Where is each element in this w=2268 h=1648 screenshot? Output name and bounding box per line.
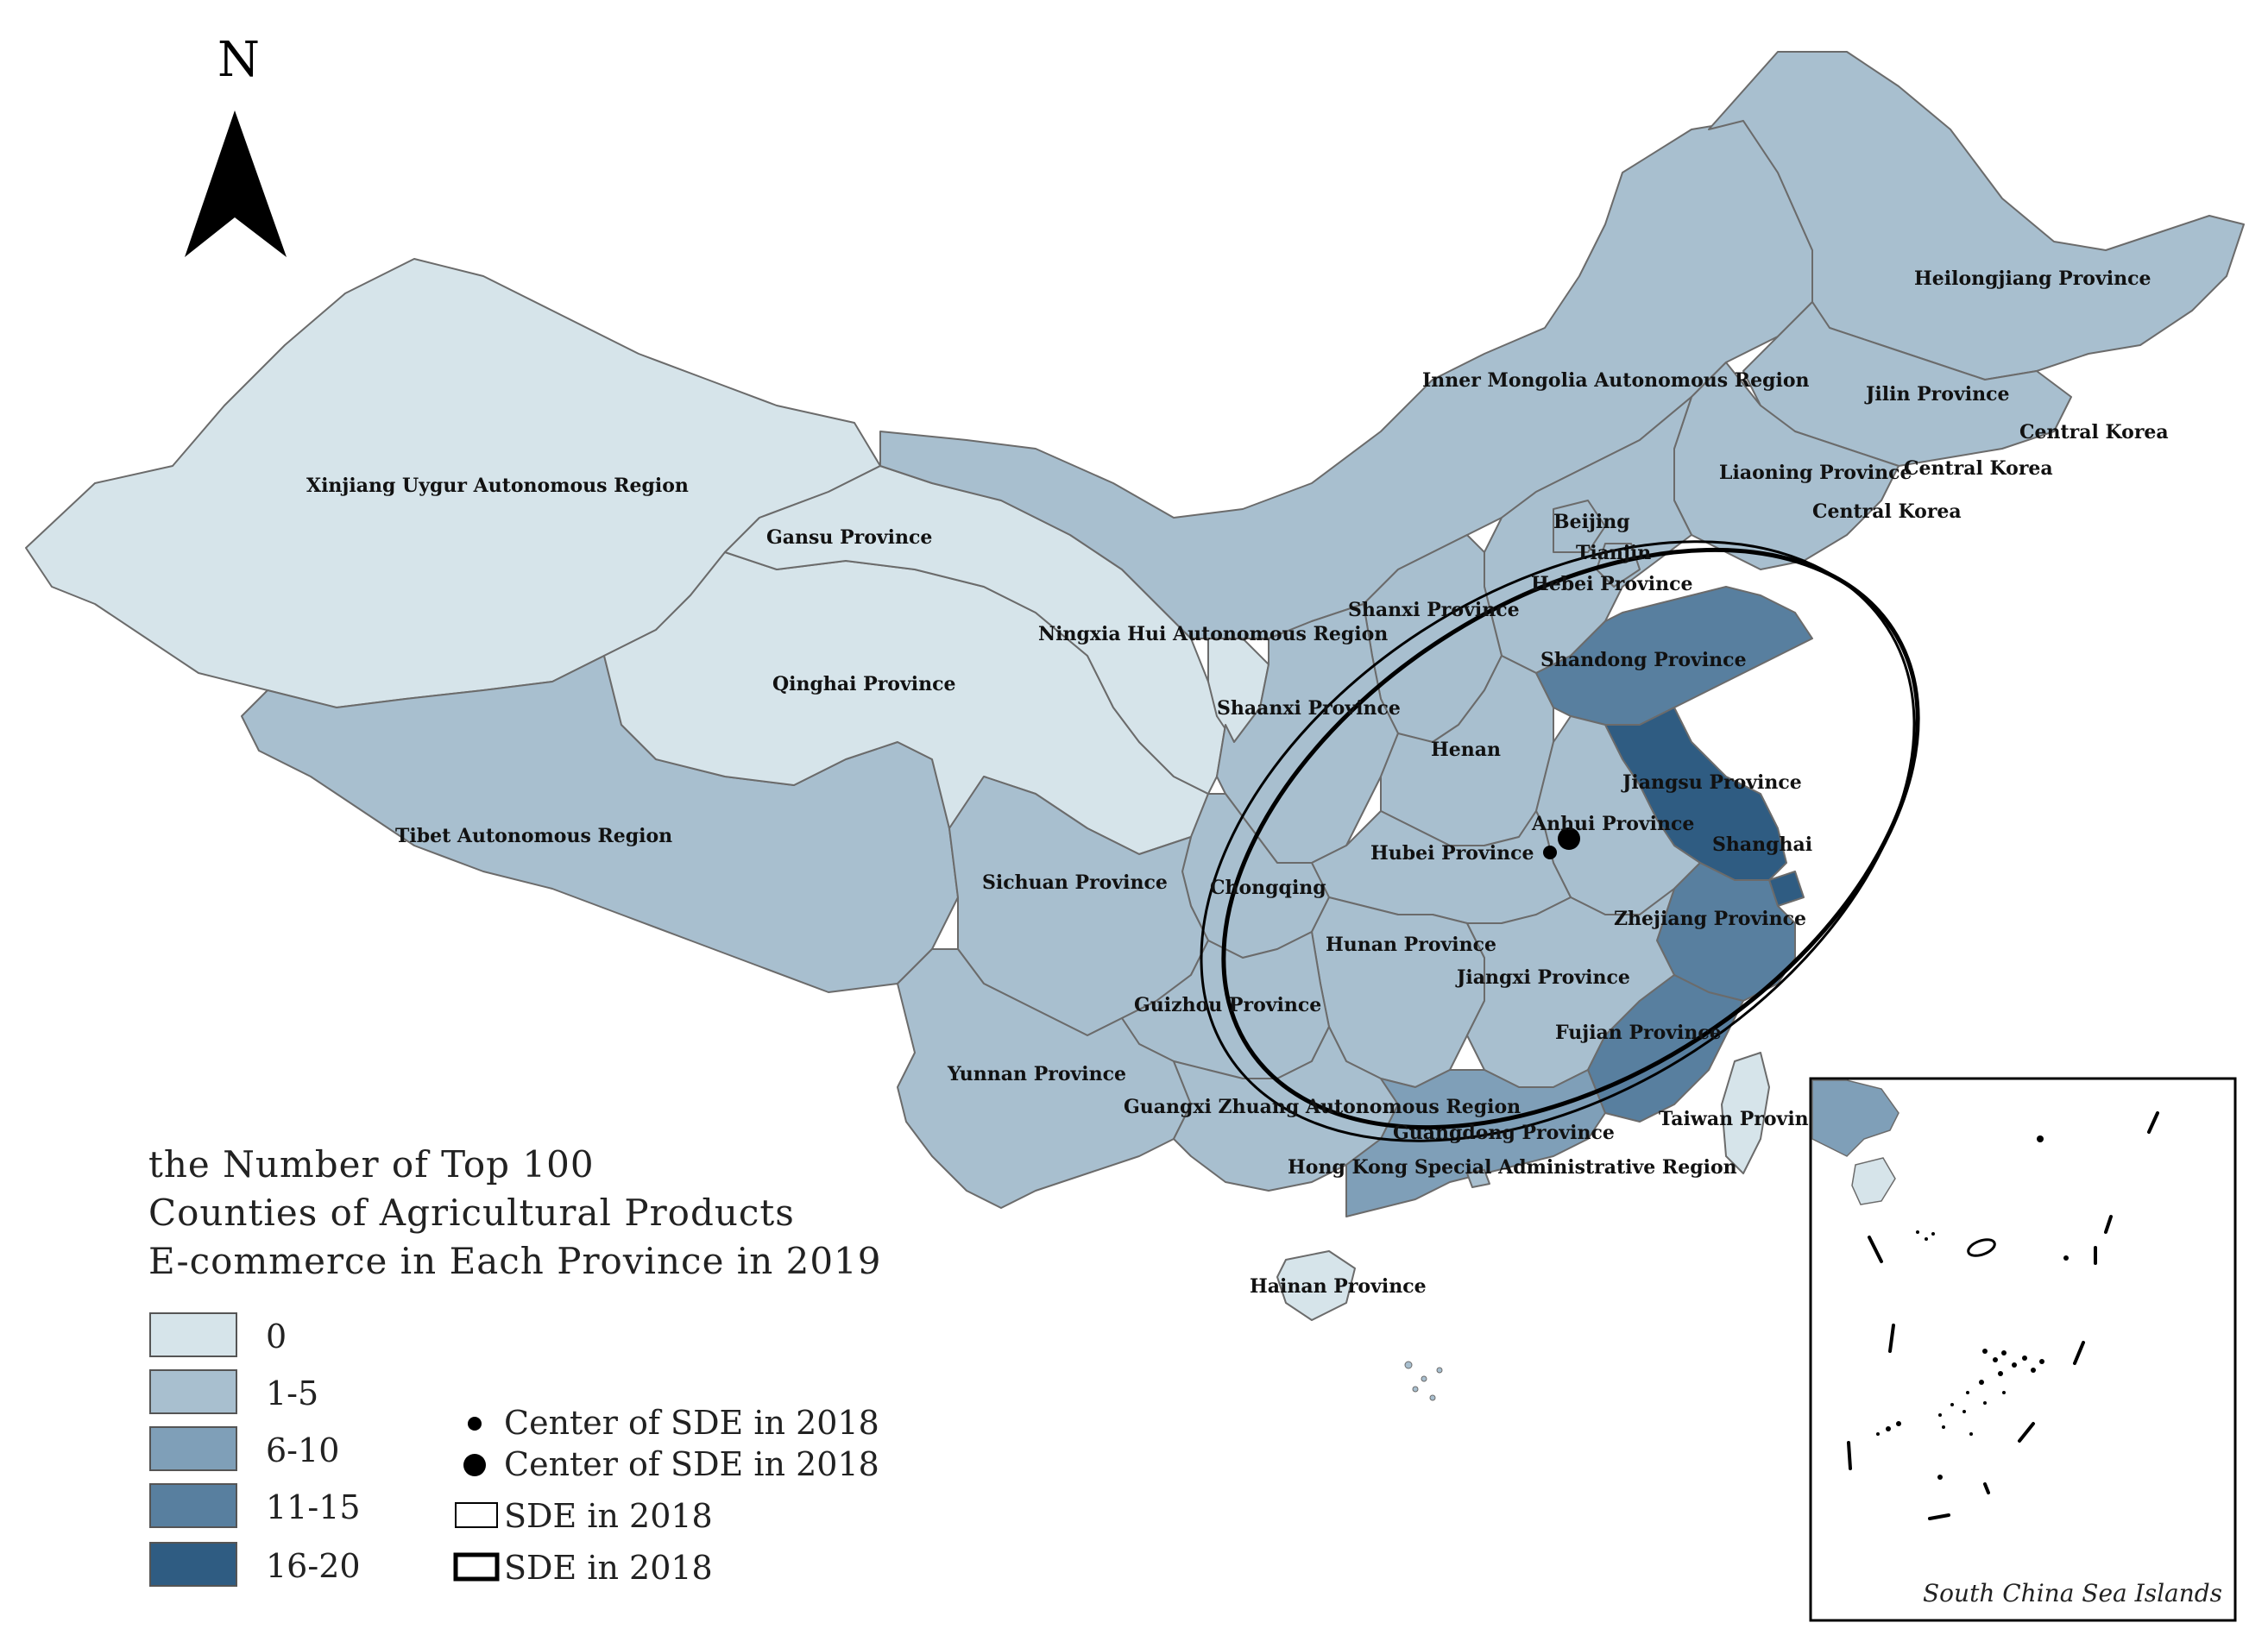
label-guangxi: Guangxi Zhuang Autonomous Region (1124, 1096, 1521, 1118)
label-inner-mongolia: Inner Mongolia Autonomous Region (1422, 369, 1810, 392)
sde-ellipse-thin (1200, 540, 1916, 1142)
province-hong-kong (1466, 1169, 1490, 1188)
label-hainan: Hainan Province (1250, 1275, 1427, 1298)
province-labels: Xinjiang Uygur Autonomous Region Gansu P… (306, 267, 2169, 1298)
province-fujian (1587, 974, 1744, 1123)
province-tianjin (1596, 543, 1641, 588)
province-hainan (1276, 1250, 1356, 1321)
label-liaoning: Liaoning Province (1719, 462, 1912, 484)
province-taiwan (1721, 1052, 1770, 1174)
south-china-sea-inset: South China Sea Islands (1809, 1077, 2237, 1622)
inset-coast (1811, 1079, 1899, 1157)
legend-class-label-1: 1-5 (266, 1374, 318, 1412)
label-ningxia: Ningxia Hui Autonomous Region (1038, 623, 1388, 645)
sde-center-large-dot (1558, 827, 1580, 850)
legend-symbol-label-2: SDE in 2018 (504, 1497, 713, 1535)
label-shanxi: Shanxi Province (1348, 599, 1520, 621)
label-jiangsu: Jiangsu Province (1621, 771, 1802, 794)
provinces-layer (25, 51, 2245, 1321)
label-fujian: Fujian Province (1555, 1022, 1722, 1044)
legend-thick-ellipse-icon (453, 1552, 500, 1582)
label-jilin: Jilin Province (1864, 383, 2009, 406)
legend-symbol-label-0: Center of SDE in 2018 (504, 1404, 879, 1442)
legend-small-dot-icon (468, 1417, 482, 1431)
label-zhejiang: Zhejiang Province (1614, 908, 1806, 930)
label-shandong: Shandong Province (1540, 649, 1747, 671)
legend-title-line-2: Counties of Agricultural Products (148, 1192, 795, 1234)
legend-swatch-3 (149, 1483, 237, 1528)
label-gansu: Gansu Province (766, 526, 932, 549)
legend-class-label-0: 0 (266, 1318, 287, 1356)
label-hong-kong: Hong Kong Special Administrative Region (1288, 1156, 1737, 1179)
label-anhui: Anhui Province (1531, 813, 1694, 835)
label-korea-2: Central Korea (1904, 457, 2053, 480)
label-shaanxi: Shaanxi Province (1217, 697, 1401, 720)
legend-class-label-2: 6-10 (266, 1431, 339, 1469)
label-korea-1: Central Korea (2019, 421, 2169, 443)
inset-island-ring (1967, 1238, 1996, 1257)
legend-title-line-3: E-commerce in Each Province in 2019 (148, 1240, 882, 1282)
inset-label: South China Sea Islands (1923, 1579, 2222, 1607)
sde-ellipses (1200, 540, 1920, 1142)
legend-class-label-4: 16-20 (266, 1547, 361, 1585)
label-heilongjiang: Heilongjiang Province (1914, 267, 2151, 290)
label-hubei: Hubei Province (1370, 842, 1534, 865)
label-guangdong: Guangdong Province (1393, 1122, 1615, 1144)
legend-title-line-1: the Number of Top 100 (148, 1143, 595, 1186)
legend-symbol-label-1: Center of SDE in 2018 (504, 1445, 879, 1483)
north-arrow-icon (185, 110, 287, 257)
inset-hainan (1851, 1157, 1896, 1205)
province-beijing (1553, 500, 1606, 553)
legend-large-dot-icon (463, 1454, 486, 1476)
legend-thin-ellipse-icon (455, 1502, 498, 1528)
legend-swatch-0 (149, 1312, 237, 1357)
label-xinjiang: Xinjiang Uygur Autonomous Region (306, 475, 689, 497)
sde-ellipse-thick (1221, 547, 1920, 1130)
label-tianjin: Tianjin (1576, 542, 1651, 564)
label-chongqing: Chongqing (1210, 877, 1326, 899)
label-yunnan: Yunnan Province (947, 1063, 1126, 1085)
inset-island-dots (1876, 1135, 2069, 1480)
small-islands (1404, 1361, 1443, 1401)
sde-center-small-dot (1543, 846, 1557, 859)
label-taiwan: Taiwan Province (1659, 1108, 1832, 1130)
label-beijing: Beijing (1553, 511, 1630, 533)
label-tibet: Tibet Autonomous Region (395, 825, 672, 847)
legend-swatch-4 (149, 1542, 237, 1587)
label-guizhou: Guizhou Province (1134, 994, 1321, 1016)
province-guangdong (1345, 1069, 1606, 1217)
label-qinghai: Qinghai Province (772, 673, 956, 695)
label-henan: Henan (1431, 739, 1501, 761)
label-hunan: Hunan Province (1326, 934, 1496, 956)
legend-swatch-2 (149, 1426, 237, 1471)
legend-symbol-label-3: SDE in 2018 (504, 1549, 713, 1587)
inset-boundary-dashes (1847, 1111, 2159, 1520)
label-sichuan: Sichuan Province (982, 871, 1168, 894)
label-korea-3: Central Korea (1812, 500, 1962, 523)
label-hebei: Hebei Province (1531, 573, 1693, 595)
label-jiangxi: Jiangxi Province (1455, 966, 1630, 989)
north-arrow: N (185, 32, 287, 257)
legend: the Number of Top 100 Counties of Agricu… (148, 1143, 882, 1587)
label-shanghai: Shanghai (1712, 833, 1812, 856)
legend-swatch-1 (149, 1369, 237, 1414)
north-arrow-label: N (217, 32, 260, 88)
legend-class-label-3: 11-15 (266, 1488, 361, 1526)
